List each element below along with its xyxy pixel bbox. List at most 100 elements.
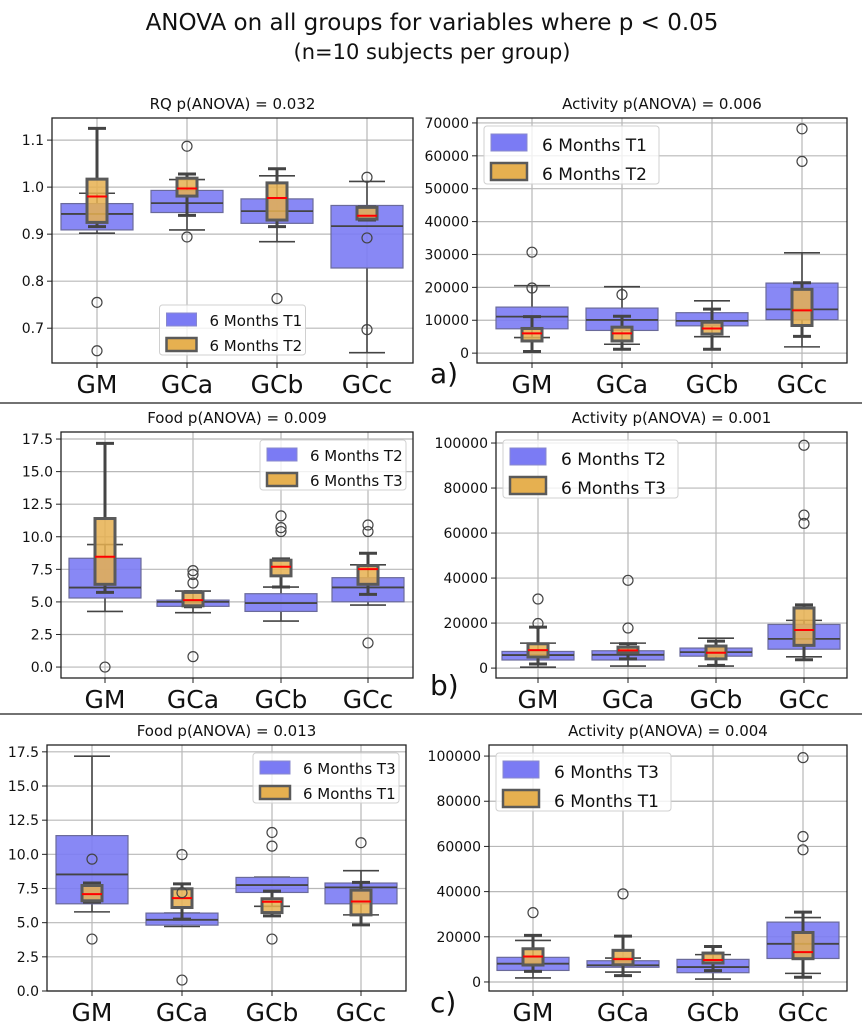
outlier-point (187, 565, 199, 577)
panel-title: RQ p(ANOVA) = 0.032 (150, 95, 316, 113)
legend: 6 Months T2 6 Months T3 (259, 439, 407, 491)
y-tick-label: 0 (460, 346, 469, 362)
x-tick-label-GCc: GCc (779, 685, 830, 714)
y-tick-label: 0.8 (22, 274, 44, 290)
outlier-point (532, 593, 544, 605)
x-tick-label-GCa: GCa (161, 370, 213, 399)
legend-label: 6 Months T3 (561, 479, 666, 499)
x-tick-label-GCc: GCc (778, 998, 829, 1023)
plot-area (496, 752, 840, 980)
box-b-GM (80, 853, 104, 945)
iqr-box (85, 177, 109, 224)
outlier-point (798, 517, 810, 529)
outlier-point (617, 888, 629, 900)
y-tick-label: 10.0 (22, 530, 53, 546)
outlier-point (99, 661, 111, 673)
x-tick-label-GM: GM (77, 370, 118, 399)
legend: 6 Months T2 6 Months T3 (502, 439, 679, 499)
legend: 6 Months T3 6 Months T1 (252, 752, 400, 804)
outlier-point (176, 849, 188, 861)
box-b-GCc (356, 519, 380, 596)
outlier-point (266, 933, 278, 945)
outlier-point (275, 525, 287, 538)
y-tick-label: 12.5 (22, 497, 53, 513)
y-tick-label: 70000 (424, 116, 469, 132)
x-tick-label-GM: GM (512, 370, 553, 399)
panel-3: 0.0 2.5 5.0 7.5 10.0 12.5 15.0 17.5 GM GCa GCb GCc F… (22, 409, 414, 714)
y-tick-label: 1.1 (22, 133, 44, 149)
legend-swatch-a (266, 447, 298, 462)
y-tick-label: 20000 (443, 616, 488, 632)
box-b-GCa (175, 172, 199, 217)
y-tick-label: 2.5 (17, 950, 39, 966)
outlier-point (361, 324, 373, 336)
legend-swatch-b (258, 784, 292, 801)
box-b-GCc (790, 123, 814, 338)
box-b-GCa (616, 642, 640, 661)
outlier-point (187, 577, 199, 589)
x-tick-label-GCc: GCc (336, 998, 387, 1023)
panel-5: 0.0 2.5 5.0 7.5 10.0 12.5 15.0 17.5 GM GCa GCb GCc F… (8, 722, 407, 1023)
figure-subtitle: (n=10 subjects per group) (294, 40, 571, 64)
y-tick-label: 20000 (436, 930, 481, 946)
box-b-GCc (349, 880, 373, 927)
panel-title: Activity p(ANOVA) = 0.004 (568, 722, 768, 740)
iqr-box (790, 287, 814, 328)
x-tick-label-GM: GM (518, 685, 559, 714)
legend-swatch-b (265, 471, 299, 488)
box-b-GCa (170, 849, 194, 986)
outlier-point (362, 637, 374, 649)
box-b-GM (85, 126, 109, 229)
legend-label: 6 Months T1 (303, 785, 396, 803)
y-tick-label: 12.5 (8, 813, 39, 829)
x-tick-label-GCb: GCb (255, 685, 308, 714)
legend-label: 6 Months T3 (303, 760, 396, 778)
x-tick-label-GCa: GCa (156, 998, 208, 1023)
outlier-point (355, 837, 367, 849)
outlier-point (796, 123, 808, 135)
y-tick-label: 80000 (443, 481, 488, 497)
iqr-box (792, 606, 816, 647)
outlier-point (176, 974, 188, 986)
panel-title: Food p(ANOVA) = 0.009 (147, 409, 327, 427)
outlier-point (362, 525, 374, 538)
box-b-GM (520, 282, 544, 353)
legend-swatch-a (166, 312, 197, 327)
x-tick-label-GCb: GCb (686, 370, 739, 399)
x-tick-label-GCb: GCb (246, 998, 299, 1023)
box-a-GCb (244, 586, 318, 622)
legend-label: 6 Months T2 (542, 165, 647, 185)
iqr-box (265, 181, 289, 222)
outlier-point (187, 651, 199, 663)
legend-swatch-b (508, 475, 548, 496)
panel-title: Activity p(ANOVA) = 0.006 (562, 95, 762, 113)
x-tick-label-GCc: GCc (777, 370, 828, 399)
legend-label: 6 Months T3 (310, 472, 403, 490)
panel-label: a) (430, 357, 458, 390)
legend-swatch-b (489, 161, 529, 182)
y-tick-label: 5.0 (17, 916, 39, 932)
outlier-point (86, 933, 98, 945)
plot-area (60, 126, 404, 357)
y-tick-label: 0 (479, 661, 488, 677)
outlier-point (797, 830, 809, 843)
box-b-GCc (355, 171, 379, 336)
box-b-GCb (704, 639, 728, 667)
outlier-point (181, 231, 193, 243)
x-tick-label-GM: GM (85, 685, 126, 714)
y-tick-label: 5.0 (31, 595, 53, 611)
outlier-point (176, 886, 188, 899)
axes-frame (60, 431, 414, 679)
outlier-point (91, 296, 103, 308)
legend-swatch-b (501, 788, 541, 809)
x-tick-label-GM: GM (72, 998, 113, 1023)
legend-label: 6 Months T2 (310, 447, 403, 465)
plot-area (68, 441, 405, 673)
figure-title: ANOVA on all groups for variables where … (146, 10, 719, 36)
y-tick-label: 2.5 (31, 627, 53, 643)
y-tick-label: 0.7 (22, 321, 44, 337)
outlier-point (798, 509, 810, 521)
y-tick-label: 10000 (424, 313, 469, 329)
box-b-GCa (181, 565, 205, 609)
iqr-box (356, 564, 380, 586)
